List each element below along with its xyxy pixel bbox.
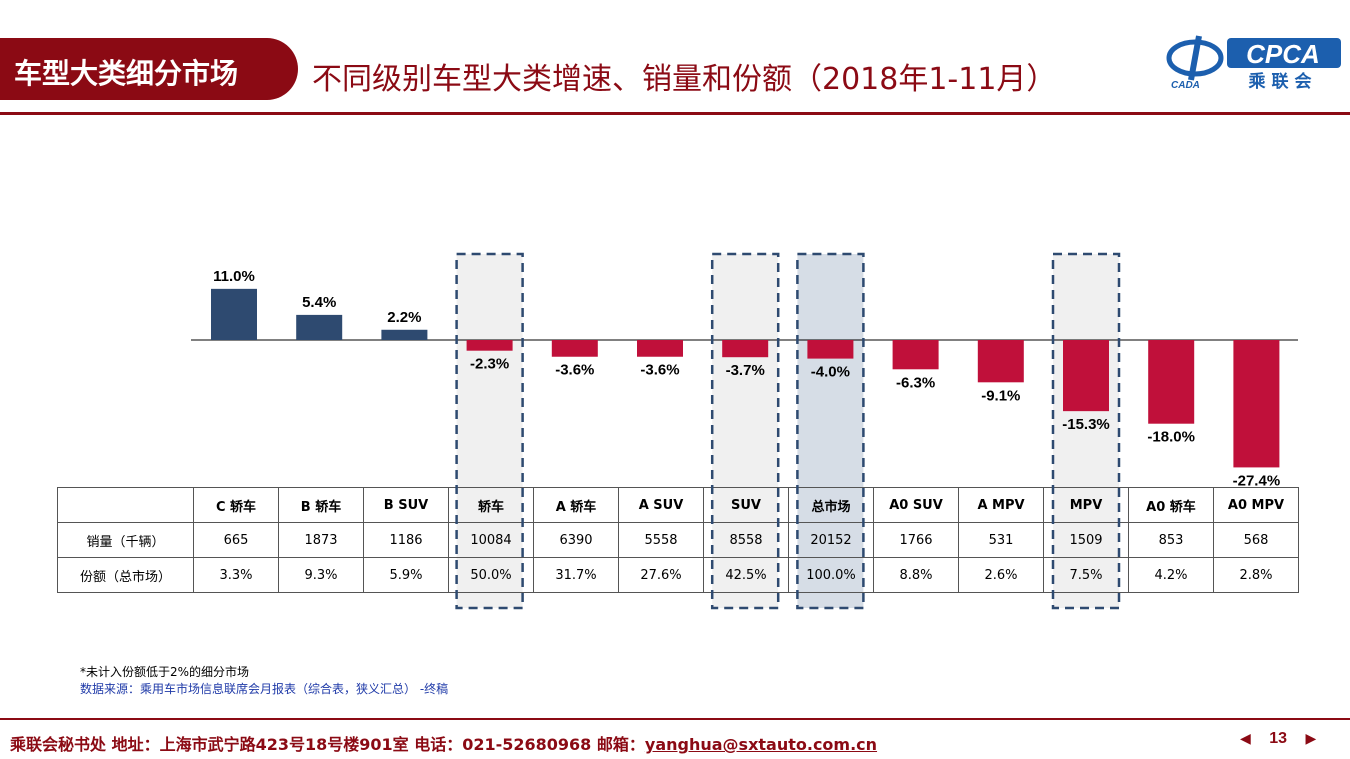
bar [296, 314, 343, 340]
table-header-cell: SUV [703, 487, 789, 523]
bar [807, 340, 854, 359]
logo-brand: CPCA [1246, 39, 1320, 69]
table-cell: 4.2% [1128, 557, 1214, 593]
bar [211, 288, 257, 340]
triangle-right-icon[interactable]: ▶ [1305, 730, 1317, 746]
table-cell: 9.3% [278, 557, 364, 593]
table-cell: 1873 [278, 522, 364, 558]
sales-share-table: C 轿车 B 轿车 B SUV 轿车 A 轿车 A SUV SUV 总市场 A0… [57, 487, 1299, 593]
cpca-logo: CADA CPCA 乘联会 [1166, 35, 1341, 92]
table-header-cell: A MPV [958, 487, 1044, 523]
table-cell: 1509 [1043, 522, 1129, 558]
data-label: -3.7% [726, 362, 765, 379]
bar [1063, 340, 1109, 412]
table-cell: 1186 [363, 522, 449, 558]
bar [381, 329, 428, 340]
table-cell: 42.5% [703, 557, 789, 593]
table-row-label: 份额（总市场） [57, 557, 194, 593]
table-cell: 853 [1128, 522, 1214, 558]
table-cell: 2.8% [1213, 557, 1299, 593]
triangle-left-icon[interactable]: ◀ [1240, 730, 1251, 746]
footer-email-link[interactable]: yanghua@sxtauto.com.cn [644, 735, 878, 754]
header-divider [0, 112, 1350, 115]
table-header-cell: A 轿车 [533, 487, 619, 523]
table-cell: 7.5% [1043, 557, 1129, 593]
table-header-cell: A0 SUV [873, 487, 959, 523]
data-label: -3.6% [640, 362, 679, 379]
table-row-share: 份额（总市场） 3.3% 9.3% 5.9% 50.0% 31.7% 27.6%… [57, 557, 1299, 593]
table-cell: 100.0% [788, 557, 874, 593]
table-cell: 568 [1213, 522, 1299, 558]
bar [1233, 340, 1280, 468]
table-header-cell: A SUV [618, 487, 704, 523]
table-cell: 10084 [448, 522, 534, 558]
table-cell: 50.0% [448, 557, 534, 593]
table-row-label: 销量（千辆） [57, 522, 194, 558]
bar [637, 340, 683, 357]
data-label: -6.3% [896, 374, 935, 391]
table-header-row: C 轿车 B 轿车 B SUV 轿车 A 轿车 A SUV SUV 总市场 A0… [57, 487, 1299, 523]
data-label: -9.1% [981, 387, 1020, 404]
table-corner-cell [57, 487, 194, 523]
page-number: 13 [1269, 730, 1288, 747]
footnote: *未计入份额低于2%的细分市场 [80, 665, 250, 679]
table-header-cell: B SUV [363, 487, 449, 523]
data-label: -4.0% [811, 364, 850, 381]
bar [1148, 340, 1195, 424]
table-cell: 27.6% [618, 557, 704, 593]
section-title-tab: 车型大类细分市场 [0, 38, 298, 100]
table-header-cell: A0 轿车 [1128, 487, 1214, 523]
table-header-cell: 轿车 [448, 487, 534, 523]
table-header-cell: A0 MPV [1213, 487, 1299, 523]
table-cell: 2.6% [958, 557, 1044, 593]
table-cell: 5558 [618, 522, 704, 558]
table-cell: 1766 [873, 522, 959, 558]
data-label: -27.4% [1233, 472, 1281, 489]
table-cell: 5.9% [363, 557, 449, 593]
table-cell: 665 [193, 522, 279, 558]
table-header-cell: MPV [1043, 487, 1129, 523]
data-label: -18.0% [1147, 429, 1195, 446]
slide-title: 不同级别车型大类增速、销量和份额（2018年1-11月） [312, 62, 1057, 97]
table-cell: 8558 [703, 522, 789, 558]
bar [466, 340, 513, 351]
table-cell: 3.3% [193, 557, 279, 593]
cada-emblem-icon: CADA [1166, 35, 1224, 91]
data-label: -2.3% [470, 356, 509, 373]
table-cell: 6390 [533, 522, 619, 558]
data-label: -15.3% [1062, 416, 1110, 433]
table-cell: 31.7% [533, 557, 619, 593]
table-cell: 8.8% [873, 557, 959, 593]
footer-address: 乘联会秘书处 地址：上海市武宁路423号18号楼901室 电话：021-5268… [10, 735, 645, 754]
table-row-sales: 销量（千辆） 665 1873 1186 10084 6390 5558 855… [57, 522, 1299, 558]
data-label: 2.2% [387, 309, 421, 326]
bar [977, 340, 1024, 383]
table-cell: 531 [958, 522, 1044, 558]
footer-divider [0, 718, 1350, 720]
bar [551, 340, 598, 357]
section-title: 车型大类细分市场 [14, 57, 239, 90]
data-source-note: 数据来源：乘用车市场信息联席会月报表（综合表，狭义汇总） -终稿 [80, 682, 449, 696]
footer-contact: 乘联会秘书处 地址：上海市武宁路423号18号楼901室 电话：021-5268… [10, 731, 877, 755]
bar [892, 340, 939, 370]
table-header-cell: C 轿车 [193, 487, 279, 523]
data-label: 5.4% [302, 294, 336, 311]
logo-cn: 乘联会 [1248, 71, 1318, 92]
table-header-cell: 总市场 [788, 487, 874, 523]
table-cell: 20152 [788, 522, 874, 558]
table-header-cell: B 轿车 [278, 487, 364, 523]
data-label: -3.6% [555, 362, 594, 379]
pager: ◀ 13 ▶ [1240, 730, 1316, 748]
logo-left-mark: CADA [1171, 80, 1200, 91]
bar [722, 340, 769, 358]
data-label: 11.0% [213, 268, 255, 285]
